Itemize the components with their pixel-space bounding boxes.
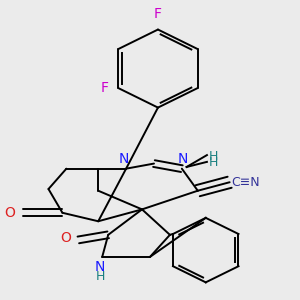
Text: H: H xyxy=(95,271,105,284)
Text: H: H xyxy=(209,156,218,170)
Text: O: O xyxy=(60,231,71,245)
Text: N: N xyxy=(178,152,188,166)
Text: H: H xyxy=(209,150,218,163)
Text: F: F xyxy=(154,7,162,21)
Text: N: N xyxy=(95,260,105,274)
Text: N: N xyxy=(119,152,129,166)
Text: O: O xyxy=(4,206,15,220)
Text: F: F xyxy=(100,81,108,95)
Text: C≡N: C≡N xyxy=(232,176,260,189)
